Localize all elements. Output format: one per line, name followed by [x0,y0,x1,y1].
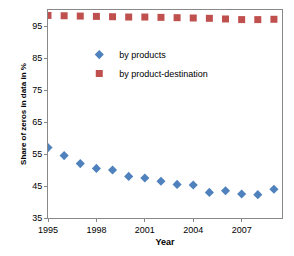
svg-text:1995: 1995 [38,225,58,235]
svg-text:2001: 2001 [135,225,155,235]
svg-text:by product-destination: by product-destination [119,69,208,79]
svg-text:65: 65 [32,117,42,127]
svg-text:85: 85 [32,53,42,63]
svg-text:by products: by products [119,50,166,60]
svg-text:95: 95 [32,21,42,31]
svg-text:2004: 2004 [183,225,203,235]
svg-text:45: 45 [32,181,42,191]
svg-text:75: 75 [32,85,42,95]
svg-text:Year: Year [155,237,175,247]
svg-text:55: 55 [32,149,42,159]
svg-text:2007: 2007 [232,225,252,235]
svg-text:35: 35 [32,213,42,223]
svg-text:1998: 1998 [86,225,106,235]
svg-text:Share of zeros in data in %: Share of zeros in data in % [19,63,28,165]
